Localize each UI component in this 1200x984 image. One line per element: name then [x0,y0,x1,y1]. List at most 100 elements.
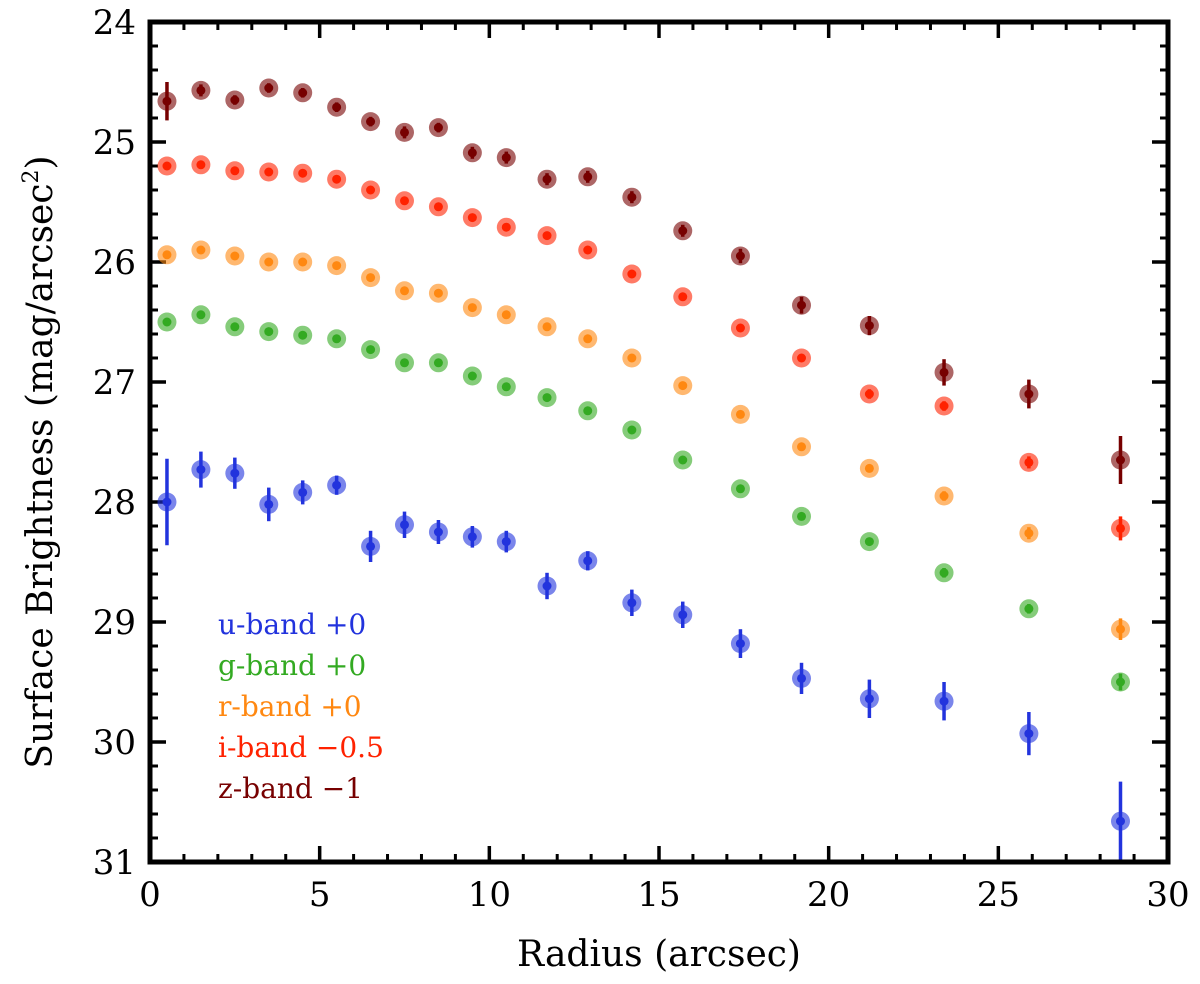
x-axis-label-text: Radius (arcsec) [517,934,801,975]
data-point-core [467,532,477,542]
data-point-core [627,425,637,435]
y-axis-label-close: ) [20,155,61,169]
data-point-core [939,491,949,501]
legend: u-band +0 g-band +0 r-band +0 i-band −0.5 z-… [218,608,384,805]
y-tick-label: 25 [93,123,136,163]
data-point-core [332,174,342,184]
x-tick-label: 10 [468,875,511,915]
data-point-core [735,639,745,649]
data-point-core [366,541,376,551]
data-point-core [627,192,637,202]
data-point-core [298,168,308,178]
x-tick-label: 20 [807,875,850,915]
data-point-core [162,161,172,171]
y-tick-label: 27 [93,363,136,403]
data-point-core [433,527,443,537]
legend-entry: z-band −1 [218,772,363,805]
data-point-core [864,463,874,473]
data-point-core [678,292,688,302]
data-point-core [162,497,172,507]
data-point-core [298,330,308,340]
data-point-core [797,300,807,310]
data-point-core [433,123,443,133]
data-point-core [332,261,342,271]
data-point-core [196,310,206,320]
data-point-core [627,269,637,279]
data-point-core [298,487,308,497]
data-point-core [735,251,745,261]
data-point-core [678,455,688,465]
data-point-core [1024,389,1034,399]
data-point-core [501,382,511,392]
data-points [157,78,1130,861]
data-point-core [797,442,807,452]
y-axis-label-sup: 2 [19,169,44,183]
data-point-core [678,610,688,620]
data-point-core [366,117,376,127]
legend-entry: i-band −0.5 [218,731,384,764]
y-tick-label: 28 [93,483,136,523]
data-point-core [467,371,477,381]
y-tick-label: 30 [93,723,136,763]
legend-entry: g-band +0 [218,649,366,682]
data-point-core [400,196,409,206]
data-point-core [467,303,477,313]
data-point-core [864,321,874,331]
data-point-core [400,520,409,530]
data-point-core [264,167,274,177]
data-point-core [627,598,637,608]
data-point-core [400,358,409,368]
data-point-core [264,327,274,337]
x-tick-label: 30 [1146,875,1189,915]
y-axis-label: Surface Brightness (mag/arcsec2) [19,155,61,768]
data-point-core [735,323,745,333]
data-point-core [501,537,511,547]
data-point-core [230,95,240,105]
data-point-core [1115,455,1125,465]
data-point-core [542,581,552,591]
tick-labels: 0 5 10 15 20 25 30 24 25 26 27 28 29 30 31 [93,3,1190,915]
data-point-core [162,250,172,260]
data-point-core [627,353,637,363]
y-tick-label: 26 [93,243,136,283]
data-point-core [583,556,593,566]
data-point-core [1024,729,1034,739]
x-tick-label: 25 [977,875,1020,915]
data-point-core [583,334,593,344]
data-point-core [542,393,552,403]
data-point-core [433,358,443,368]
data-point-core [735,484,745,494]
series-3 [157,240,1130,640]
data-point-core [1115,624,1125,634]
y-tick-label: 31 [93,843,136,883]
data-point-core [939,401,949,411]
data-point-core [230,251,240,261]
data-point-core [162,96,172,106]
data-point-core [196,85,206,95]
data-point-core [366,185,376,195]
series-1 [157,451,1130,861]
data-point-core [1115,816,1125,826]
plot-frame [147,19,1171,865]
series-5 [157,78,1130,484]
data-point-core [230,166,240,176]
data-point-core [678,381,688,391]
data-point-core [196,245,206,255]
data-point-core [196,465,206,475]
data-point-core [939,367,949,377]
legend-entry: r-band +0 [218,690,362,723]
data-point-core [939,696,949,706]
data-point-core [332,480,342,490]
data-point-core [264,83,274,93]
data-point-core [467,148,477,158]
data-point-core [366,345,376,355]
x-tick-label: 0 [139,875,161,915]
data-point-core [864,537,874,547]
data-point-core [583,172,593,182]
data-point-core [1024,528,1034,538]
data-point-core [501,222,511,232]
data-point-core [264,257,274,267]
data-point-core [583,406,593,416]
data-point-core [678,226,688,236]
